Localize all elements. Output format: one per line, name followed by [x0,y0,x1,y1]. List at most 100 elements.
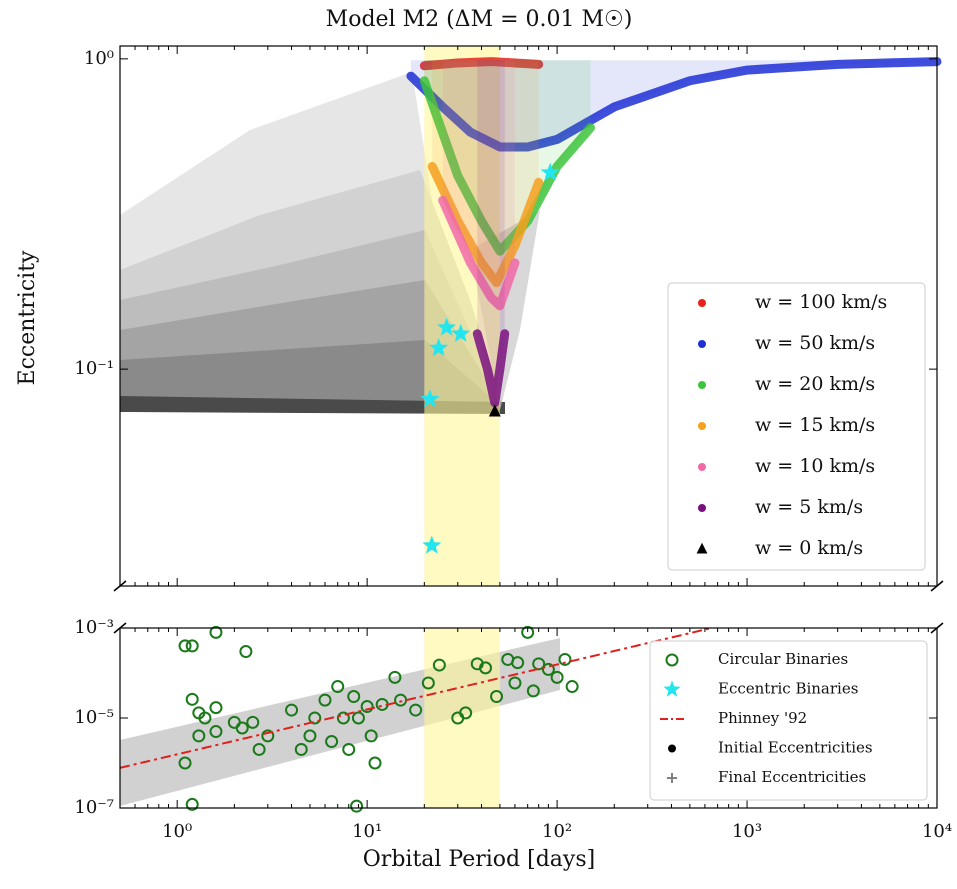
circle-marker [565,680,579,694]
circle-marker [185,797,199,811]
circle-marker [360,700,374,714]
dot-marker [698,504,706,512]
circle-marker [239,645,253,659]
triangle-marker [488,404,501,417]
x-tick-label: 10³ [732,821,762,842]
circle-marker [526,684,540,698]
circle-marker [285,703,299,717]
star-marker [420,389,440,408]
circle-marker [331,680,345,694]
legend-box [667,282,926,571]
circle-marker [665,653,679,667]
circle-marker [511,656,525,670]
circle-marker [198,711,212,725]
cloud [120,396,505,414]
x-tick-label: 10⁴ [922,821,952,842]
series-line [119,627,712,769]
triangle-marker [696,542,708,554]
legend-label: w = 20 km/s [755,373,875,395]
circle-marker [235,721,249,735]
circle-marker [364,729,378,743]
star-marker [429,338,449,357]
circle-marker [558,652,572,666]
circle-marker [209,701,223,715]
circle-marker [185,692,199,706]
circle-marker [336,711,350,725]
y-tick-label: 10⁻¹ [74,358,114,379]
legend-label: Final Eccentricities [718,768,866,786]
series-band [472,329,510,408]
circle-marker [532,657,546,671]
circle-marker [294,742,308,756]
circle-marker [350,799,364,813]
circle-marker [550,670,564,684]
legend-label: Circular Binaries [718,650,848,668]
circle-marker [303,729,317,743]
cloud-area [477,60,505,403]
dot-marker [698,340,706,348]
legend-label: w = 100 km/s [755,291,887,313]
dot-marker [698,381,706,389]
legend-label: w = 50 km/s [755,332,875,354]
y-tick-label: 10⁻⁷ [74,797,114,818]
dot-marker [698,422,706,430]
circle-marker [325,735,339,749]
circle-marker [388,670,402,684]
cloud [120,340,505,410]
series-band [406,57,942,152]
circle-marker [368,756,382,770]
circle-marker [178,756,192,770]
circle-marker [308,711,322,725]
circle-marker [421,676,435,690]
circle-marker [479,661,493,675]
x-tick-label: 10¹ [352,821,382,842]
star-marker [540,162,560,181]
circle-marker [318,693,332,707]
legend-label: w = 0 km/s [755,537,863,559]
circle-marker [178,639,192,653]
axis-break [930,622,944,634]
circle-marker [192,729,206,743]
star-marker [422,535,442,554]
star-marker [663,680,681,697]
y-tick-label: 10⁰ [84,48,114,69]
legend-label: Initial Eccentricities [718,739,873,757]
circle-marker [342,742,356,756]
circle-marker [246,715,260,729]
cloud-area [424,60,591,252]
plot-frame [119,45,938,587]
dot-marker [698,299,706,307]
dot-marker [698,463,706,471]
x-tick-label: 10⁰ [162,821,192,842]
legend-label: Eccentric Binaries [718,680,858,698]
circle-marker [459,706,473,720]
star-marker [437,317,457,336]
axis-break [113,622,127,634]
series-band [419,57,544,71]
cloud-area [432,60,539,283]
x-tick-label: 10² [542,821,572,842]
circle-marker [185,639,199,653]
x-axis-label: Orbital Period [days] [363,847,595,872]
circle-marker [508,676,522,690]
dot-marker [668,744,676,753]
circle-marker [252,742,266,756]
legend-label: w = 15 km/s [755,414,875,436]
star-marker [451,323,471,342]
circle-marker [209,725,223,739]
cloud-area [410,60,937,147]
legend-label: Phinney '92 [718,709,807,727]
circle-marker [409,703,423,717]
y-axis-label: Eccentricity [15,250,40,385]
axis-break [930,580,944,592]
series-layer [406,57,942,408]
circle-marker [541,662,555,676]
legend-box [649,640,928,801]
circle-marker [490,690,504,704]
legend-label: w = 10 km/s [755,455,875,477]
circle-marker [432,658,446,672]
circle-marker [347,690,361,704]
circle-marker [521,625,535,639]
series-band [427,161,544,288]
